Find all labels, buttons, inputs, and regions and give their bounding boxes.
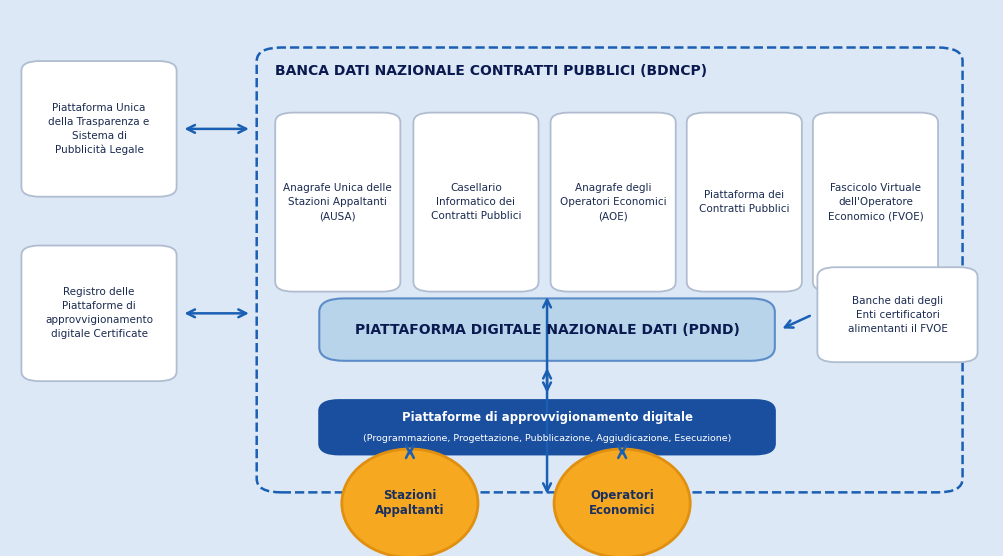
FancyBboxPatch shape <box>21 246 177 381</box>
Ellipse shape <box>554 449 689 556</box>
Text: Casellario
Informatico dei
Contratti Pubblici: Casellario Informatico dei Contratti Pub… <box>430 183 521 221</box>
FancyBboxPatch shape <box>686 113 801 292</box>
Ellipse shape <box>341 449 477 556</box>
Text: Banche dati degli
Enti certificatori
alimentanti il FVOE: Banche dati degli Enti certificatori ali… <box>847 296 947 334</box>
Text: PIATTAFORMA DIGITALE NAZIONALE DATI (PDND): PIATTAFORMA DIGITALE NAZIONALE DATI (PDN… <box>354 322 739 336</box>
Text: (Programmazione, Progettazione, Pubblicazione, Aggiudicazione, Esecuzione): (Programmazione, Progettazione, Pubblica… <box>362 434 730 443</box>
Text: Operatori
Economici: Operatori Economici <box>589 489 655 517</box>
FancyBboxPatch shape <box>319 400 774 454</box>
FancyBboxPatch shape <box>550 113 675 292</box>
Text: BANCA DATI NAZIONALE CONTRATTI PUBBLICI (BDNCP): BANCA DATI NAZIONALE CONTRATTI PUBBLICI … <box>275 64 706 78</box>
Text: Piattaforma dei
Contratti Pubblici: Piattaforma dei Contratti Pubblici <box>698 190 788 214</box>
FancyBboxPatch shape <box>275 113 400 292</box>
Text: Anagrafe degli
Operatori Economici
(AOE): Anagrafe degli Operatori Economici (AOE) <box>560 183 666 221</box>
Text: Piattaforma Unica
della Trasparenza e
Sistema di
Pubblicità Legale: Piattaforma Unica della Trasparenza e Si… <box>48 102 149 155</box>
FancyBboxPatch shape <box>812 113 937 292</box>
Text: Stazioni
Appaltanti: Stazioni Appaltanti <box>375 489 444 517</box>
Text: Piattaforme di approvvigionamento digitale: Piattaforme di approvvigionamento digita… <box>401 411 692 424</box>
Text: Anagrafe Unica delle
Stazioni Appaltanti
(AUSA): Anagrafe Unica delle Stazioni Appaltanti… <box>283 183 392 221</box>
FancyBboxPatch shape <box>21 61 177 197</box>
Text: Registro delle
Piattaforme di
approvvigionamento
digitale Certificate: Registro delle Piattaforme di approvvigi… <box>45 287 152 339</box>
FancyBboxPatch shape <box>816 267 977 362</box>
FancyBboxPatch shape <box>319 299 774 361</box>
FancyBboxPatch shape <box>413 113 538 292</box>
Text: Fascicolo Virtuale
dell'Operatore
Economico (FVOE): Fascicolo Virtuale dell'Operatore Econom… <box>826 183 923 221</box>
